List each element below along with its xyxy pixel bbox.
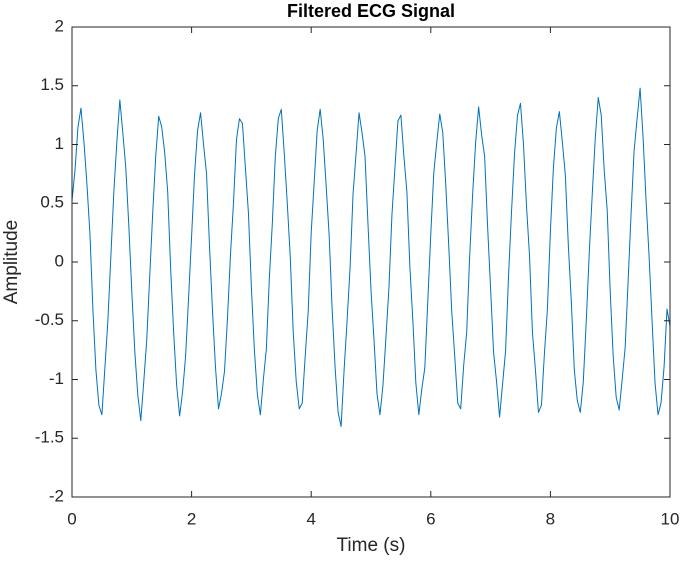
- x-axis-label: Time (s): [337, 535, 406, 556]
- x-tick-label: 4: [306, 509, 315, 528]
- x-tick-label: 8: [546, 509, 555, 528]
- x-tick-label: 10: [661, 509, 680, 528]
- y-tick-label: 0.5: [40, 193, 64, 212]
- signal-line: [71, 87, 671, 427]
- x-tick-label: 6: [426, 509, 435, 528]
- chart-title: Filtered ECG Signal: [287, 1, 455, 21]
- y-tick-label: 1.5: [40, 75, 64, 94]
- y-tick-label: -2: [49, 486, 64, 505]
- y-axis-label: Amplitude: [1, 220, 22, 305]
- y-tick-label: -1: [49, 369, 64, 388]
- y-tick-label: 0: [55, 251, 64, 270]
- x-tick-label: 0: [67, 509, 76, 528]
- y-tick-label: -0.5: [35, 310, 64, 329]
- y-tick-label: 2: [55, 16, 64, 35]
- y-tick-label: -1.5: [35, 428, 64, 447]
- x-tick-label: 2: [187, 509, 196, 528]
- y-tick-label: 1: [55, 134, 64, 153]
